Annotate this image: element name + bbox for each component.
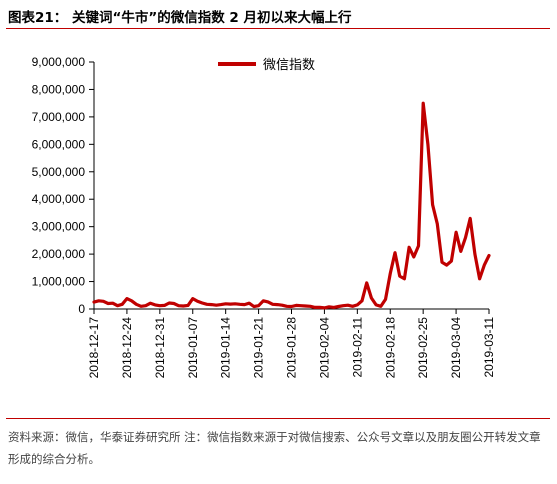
- figure-title: 图表21： 关键词“牛市”的微信指数 2 月初以来大幅上行: [8, 10, 352, 26]
- x-tick-label: 2019-01-28: [285, 317, 299, 379]
- x-tick-label: 2019-03-04: [449, 317, 463, 379]
- source-divider: [6, 418, 550, 419]
- x-tick-label: 2019-01-14: [219, 317, 233, 379]
- x-axis: 2018-12-17 2018-12-24 2018-12-31 2019-01-07…: [87, 308, 496, 379]
- y-tick-label: 6,000,000: [32, 137, 86, 151]
- x-tick-label: 2019-01-07: [186, 317, 200, 379]
- legend-label: 微信指数: [263, 58, 315, 73]
- x-tick-label: 2018-12-24: [120, 317, 134, 379]
- x-tick-label: 2019-02-25: [416, 317, 430, 379]
- plot-area: [92, 101, 491, 310]
- x-tick-label: 2018-12-31: [153, 317, 167, 379]
- y-tick-label: 2,000,000: [32, 247, 86, 261]
- x-tick-label: 2019-02-04: [317, 317, 331, 379]
- legend: 微信指数: [218, 58, 315, 73]
- y-tick-label: 5,000,000: [32, 165, 86, 179]
- y-tick-label: 9,000,000: [32, 55, 86, 69]
- y-tick-label: 3,000,000: [32, 220, 86, 234]
- x-tick-label: 2019-03-11: [482, 317, 496, 378]
- y-tick-label: 1,000,000: [32, 275, 86, 289]
- x-tick-label: 2018-12-17: [87, 317, 101, 379]
- line-chart: 0 1,000,000 2,000,000 3,000,000 4,000,000 5,0…: [32, 55, 496, 379]
- x-tick-label: 2019-02-18: [383, 317, 397, 379]
- source-note: 资料来源：微信，华泰证券研究所 注：微信指数来源于对微信搜索、公众号文章以及朋友…: [8, 430, 541, 466]
- title-divider: [6, 28, 550, 29]
- y-axis: 0 1,000,000 2,000,000 3,000,000 4,000,000 5,0…: [32, 55, 95, 316]
- x-tick-label: 2019-02-11: [350, 317, 364, 378]
- y-tick-label: 8,000,000: [32, 82, 86, 96]
- y-tick-label: 7,000,000: [32, 110, 86, 124]
- y-tick-label: 4,000,000: [32, 192, 86, 206]
- series-line-0: [92, 101, 491, 310]
- x-tick-label: 2019-01-21: [252, 317, 266, 379]
- y-tick-label: 0: [78, 302, 85, 316]
